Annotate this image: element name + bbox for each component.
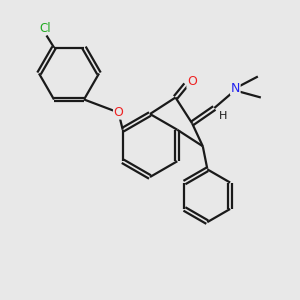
Text: N: N xyxy=(231,82,240,95)
Text: O: O xyxy=(114,106,123,119)
Text: O: O xyxy=(187,75,197,88)
Text: Cl: Cl xyxy=(39,22,51,35)
Text: H: H xyxy=(219,111,227,122)
